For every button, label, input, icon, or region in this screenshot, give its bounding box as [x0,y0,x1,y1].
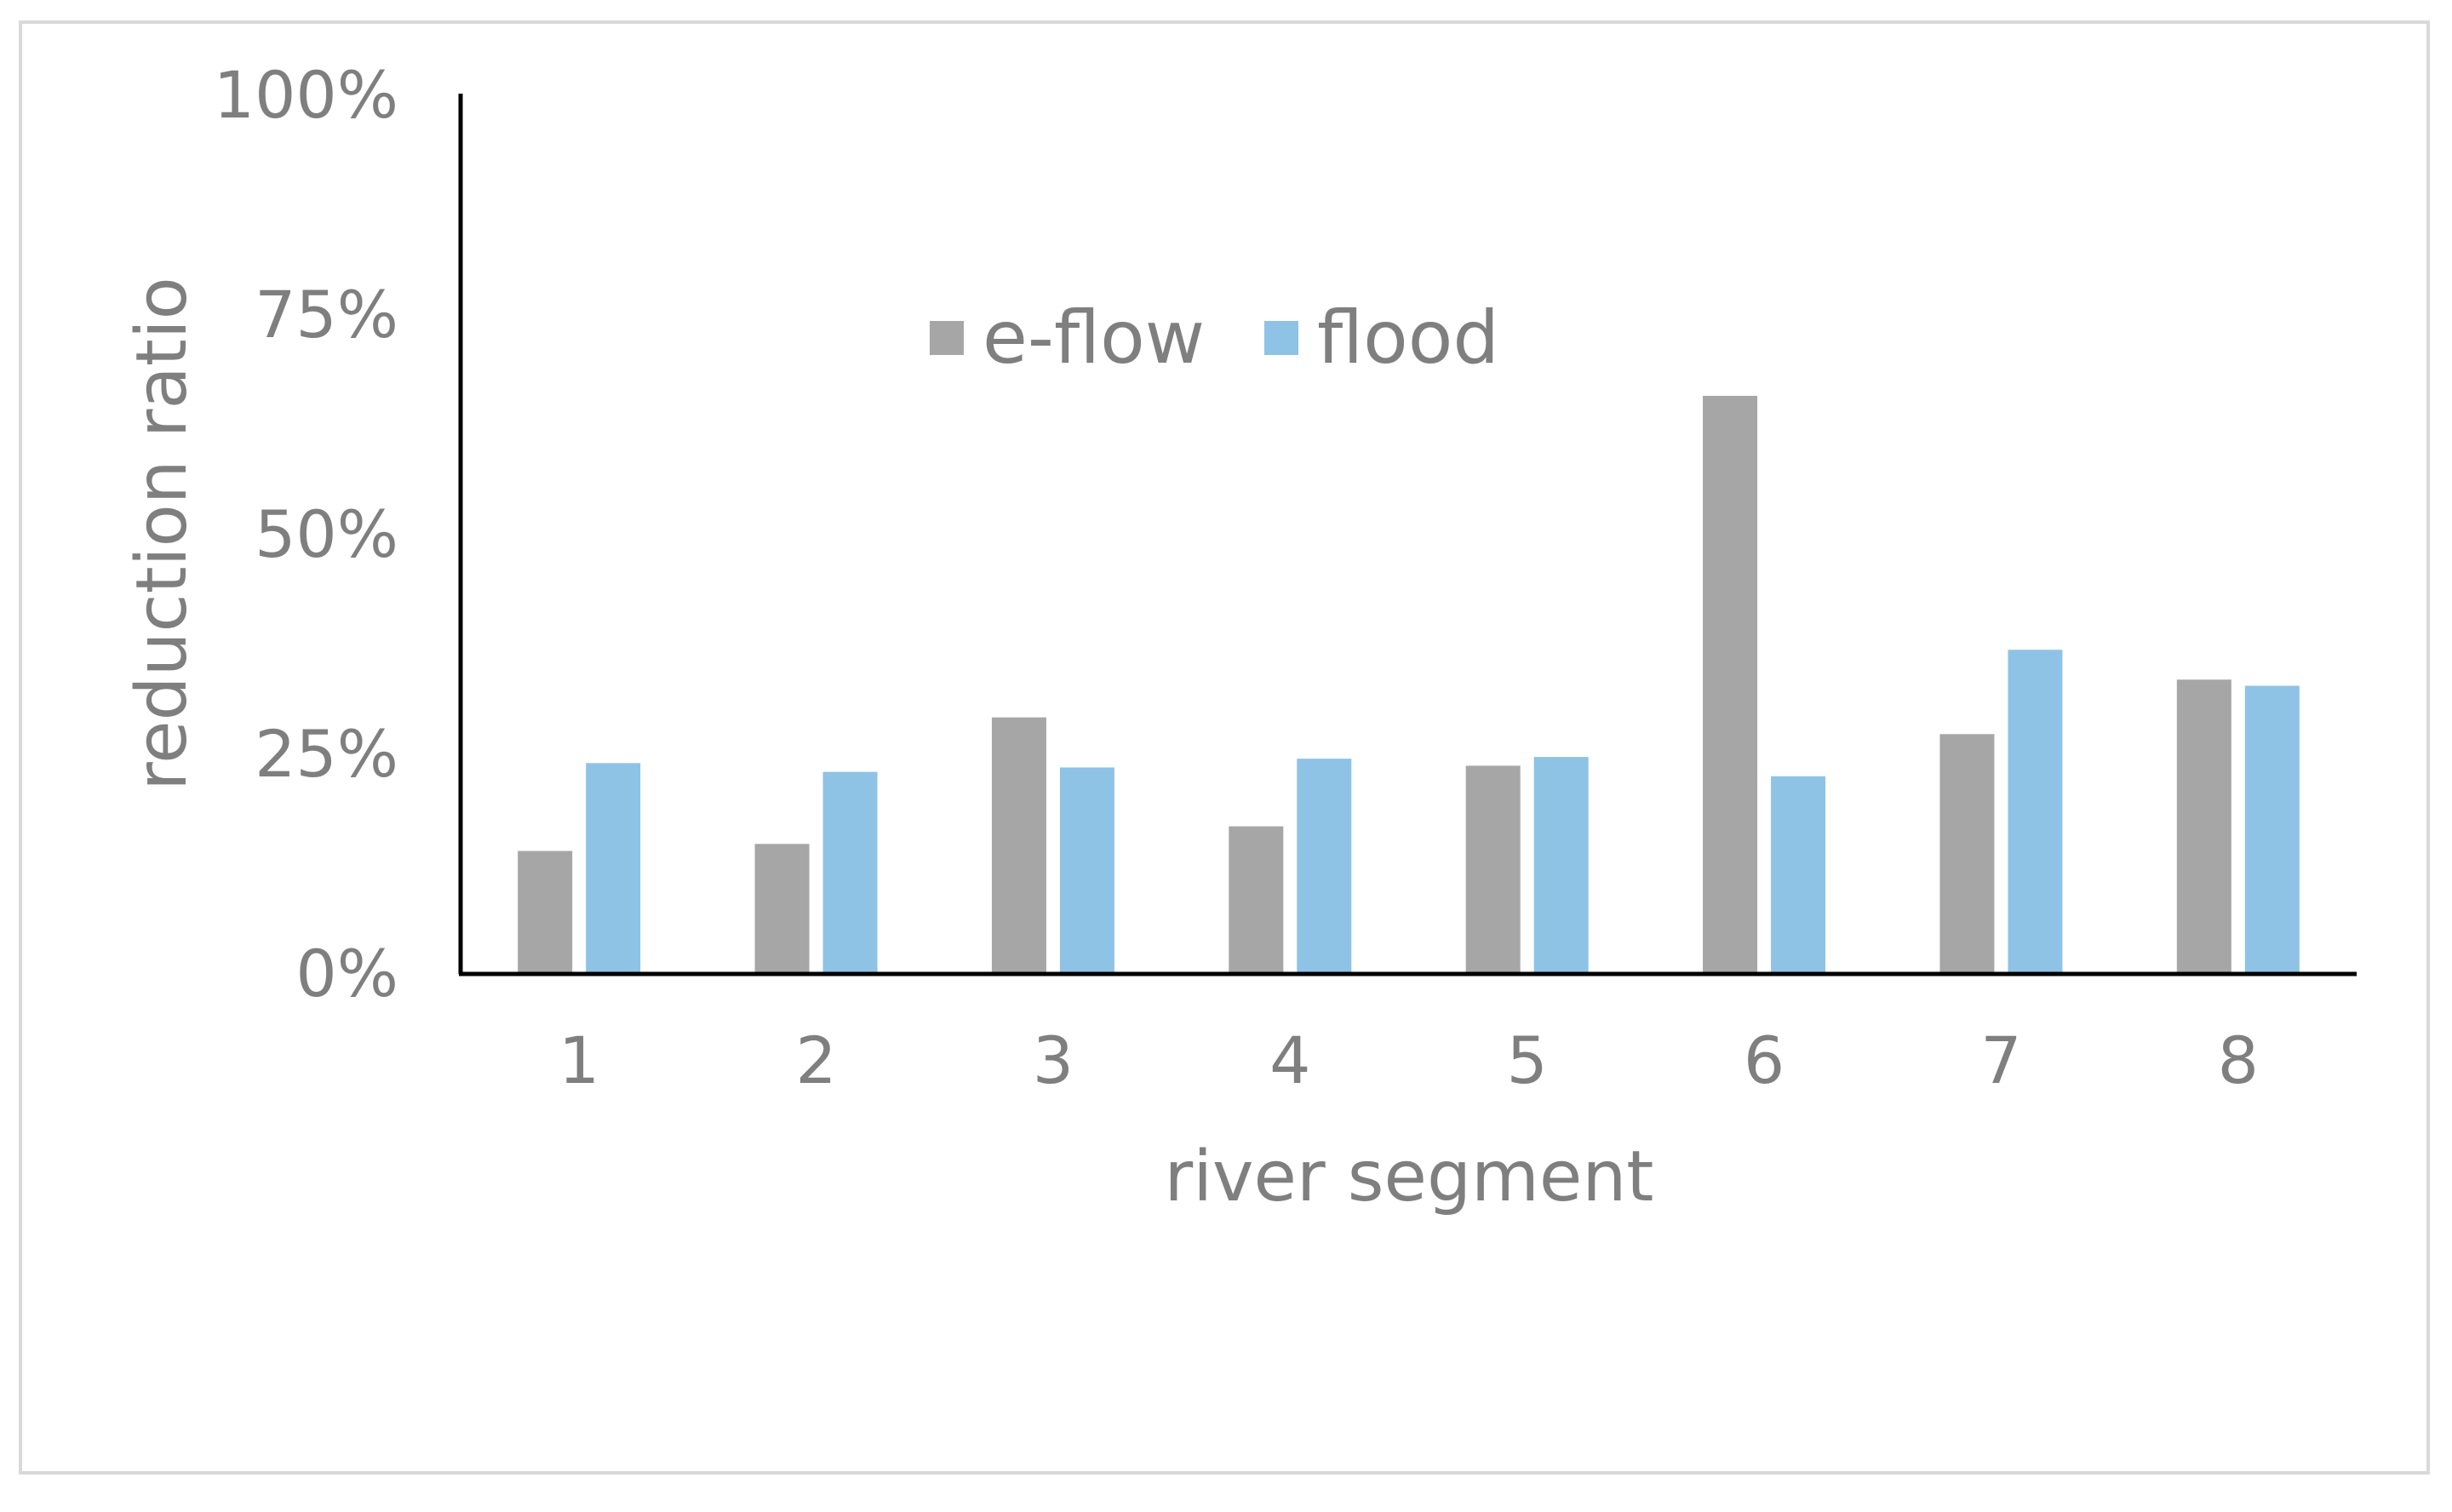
x-tick-labels: 1 2 3 4 5 6 7 8 [559,1022,2259,1098]
y-axis-title: reduction ratio [122,277,203,791]
bar-flood-segment-6 [1771,776,1826,974]
x-tick-label: 5 [1507,1022,1548,1098]
x-axis-title: river segment [1165,1137,1654,1217]
bar-e-flow-segment-2 [754,844,810,974]
legend-label-e-flow: e-flow [983,295,1205,381]
legend: e-flow flood [930,295,1499,381]
bar-flood-segment-4 [1297,759,1352,974]
x-tick-label: 2 [795,1022,836,1098]
y-tick-label: 25% [255,716,398,792]
bar-e-flow-segment-3 [991,717,1046,974]
y-tick-label: 0% [295,936,398,1011]
y-tick-labels: 0% 25% 50% 75% 100% [214,57,398,1011]
bar-e-flow-segment-8 [2176,679,2231,974]
y-tick-label: 75% [255,277,398,352]
bar-e-flow-segment-5 [1465,765,1521,974]
bar-flood-segment-2 [822,771,878,974]
legend-swatch-flood [1264,321,1298,355]
bar-e-flow-segment-6 [1703,395,1758,975]
bar-e-flow-segment-4 [1229,826,1284,974]
y-tick-label: 50% [255,496,398,572]
legend-label-flood: flood [1317,295,1499,381]
x-tick-label: 3 [1033,1022,1074,1098]
bars-group [518,395,2300,975]
bar-flood-segment-7 [2008,650,2063,974]
bar-flood-segment-5 [1533,757,1589,974]
bar-flood-segment-3 [1059,767,1114,974]
x-tick-label: 4 [1269,1022,1310,1098]
x-tick-label: 1 [559,1022,599,1098]
y-tick-label: 100% [214,57,398,133]
x-tick-label: 8 [2218,1022,2259,1098]
x-tick-label: 7 [1980,1022,2021,1098]
bar-flood-segment-8 [2244,685,2300,974]
bar-e-flow-segment-7 [1939,734,1995,974]
x-tick-label: 6 [1744,1022,1785,1098]
legend-swatch-e-flow [930,321,964,355]
bar-e-flow-segment-1 [518,850,573,974]
bar-flood-segment-1 [586,763,641,974]
